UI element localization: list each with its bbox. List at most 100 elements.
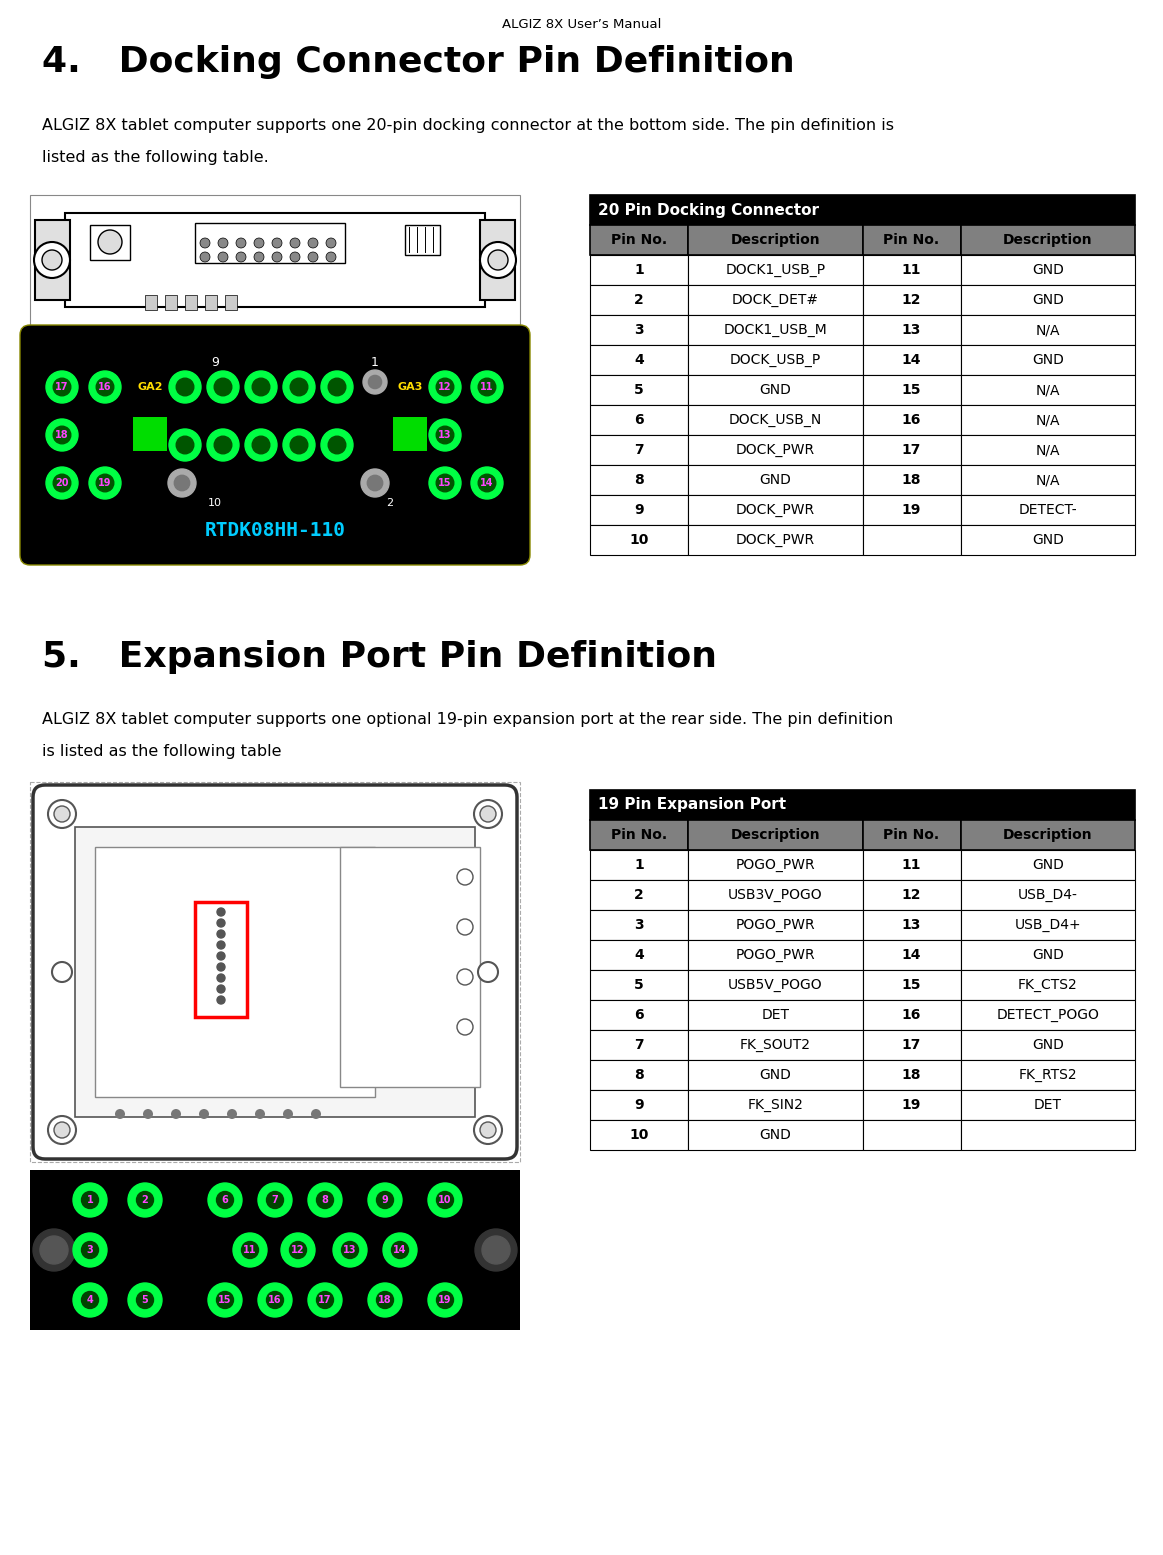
Text: DET: DET [1034, 1098, 1062, 1112]
Bar [405, 225, 440, 255]
Text: 7: 7 [634, 443, 644, 457]
Text: 1: 1 [86, 1194, 93, 1205]
Bar [480, 219, 515, 300]
Text: 2: 2 [386, 498, 393, 508]
Circle shape [480, 805, 495, 823]
Text: 3: 3 [634, 917, 644, 931]
Circle shape [236, 252, 247, 261]
Bar [863, 1120, 961, 1151]
Circle shape [290, 252, 300, 261]
Text: Description: Description [730, 233, 820, 247]
Text: 8: 8 [634, 1068, 644, 1082]
Circle shape [245, 429, 277, 460]
Circle shape [233, 1233, 267, 1267]
Text: 17: 17 [901, 443, 921, 457]
Bar [688, 851, 863, 880]
Text: 9: 9 [381, 1194, 388, 1205]
Circle shape [342, 1241, 358, 1258]
Text: 12: 12 [901, 888, 921, 902]
Text: 8: 8 [321, 1194, 328, 1205]
Text: 3: 3 [86, 1246, 93, 1255]
Circle shape [255, 1109, 265, 1120]
Text: Pin No.: Pin No. [884, 827, 940, 841]
Circle shape [217, 984, 224, 994]
Text: 4: 4 [634, 949, 644, 963]
Bar [590, 1029, 688, 1061]
Text: 20 Pin Docking Connector: 20 Pin Docking Connector [598, 202, 819, 218]
Bar [165, 295, 177, 309]
Circle shape [328, 378, 345, 397]
Circle shape [254, 238, 264, 247]
Bar [688, 970, 863, 1000]
Text: 5.   Expansion Port Pin Definition: 5. Expansion Port Pin Definition [42, 641, 718, 673]
Bar [863, 345, 961, 375]
Circle shape [478, 474, 495, 491]
Text: N/A: N/A [1035, 473, 1059, 487]
Text: 10: 10 [438, 1194, 451, 1205]
Circle shape [214, 437, 231, 454]
Text: 4: 4 [634, 353, 644, 367]
Circle shape [245, 372, 277, 403]
Text: 10: 10 [629, 1127, 649, 1141]
Text: 12: 12 [438, 383, 451, 392]
Bar [863, 494, 961, 526]
Bar [195, 902, 247, 1017]
Circle shape [457, 969, 473, 984]
Text: DOCK_PWR: DOCK_PWR [736, 502, 815, 516]
Text: Pin No.: Pin No. [884, 233, 940, 247]
Circle shape [53, 426, 71, 443]
Circle shape [177, 378, 194, 397]
Circle shape [208, 1183, 242, 1218]
Text: USB_D4+: USB_D4+ [1014, 917, 1082, 931]
Text: Pin No.: Pin No. [611, 233, 668, 247]
Bar [688, 1120, 863, 1151]
Text: 18: 18 [901, 1068, 921, 1082]
Bar [863, 255, 961, 285]
Circle shape [98, 230, 122, 253]
Text: DOCK_DET#: DOCK_DET# [732, 292, 819, 306]
Text: 15: 15 [901, 383, 921, 397]
Text: DETECT-: DETECT- [1019, 502, 1077, 516]
Circle shape [48, 1116, 76, 1144]
Bar [961, 1061, 1135, 1090]
Text: GND: GND [759, 473, 791, 487]
Text: 16: 16 [269, 1295, 281, 1305]
Circle shape [436, 474, 454, 491]
Circle shape [291, 378, 308, 397]
Text: USB5V_POGO: USB5V_POGO [728, 978, 822, 992]
Bar [961, 910, 1135, 941]
Bar [35, 219, 70, 300]
Text: 19: 19 [98, 477, 112, 488]
Bar [688, 880, 863, 910]
Circle shape [169, 429, 201, 460]
Bar [590, 316, 688, 345]
Bar [961, 285, 1135, 316]
Bar [590, 494, 688, 526]
Bar [688, 1029, 863, 1061]
Text: N/A: N/A [1035, 414, 1059, 428]
Text: 5: 5 [142, 1295, 149, 1305]
Bar [688, 819, 863, 851]
Text: GND: GND [1032, 292, 1064, 306]
Text: 2: 2 [634, 292, 644, 306]
Text: ALGIZ 8X tablet computer supports one 20-pin docking connector at the bottom sid: ALGIZ 8X tablet computer supports one 20… [42, 118, 894, 134]
Text: DETECT_POGO: DETECT_POGO [997, 1008, 1099, 1022]
Circle shape [436, 426, 454, 443]
Circle shape [33, 1228, 74, 1270]
Circle shape [429, 372, 461, 403]
Text: GND: GND [1032, 858, 1064, 872]
Text: 14: 14 [480, 477, 494, 488]
Bar [30, 194, 520, 325]
Circle shape [97, 378, 114, 397]
Text: 9: 9 [634, 502, 644, 516]
Text: 17: 17 [56, 383, 69, 392]
Text: GND: GND [1032, 533, 1064, 547]
Circle shape [436, 378, 454, 397]
Circle shape [242, 1241, 258, 1258]
Bar [961, 316, 1135, 345]
Text: 17: 17 [901, 1039, 921, 1053]
Text: is listed as the following table: is listed as the following table [42, 743, 281, 759]
Circle shape [321, 429, 354, 460]
Bar [30, 782, 520, 1162]
Circle shape [177, 437, 194, 454]
